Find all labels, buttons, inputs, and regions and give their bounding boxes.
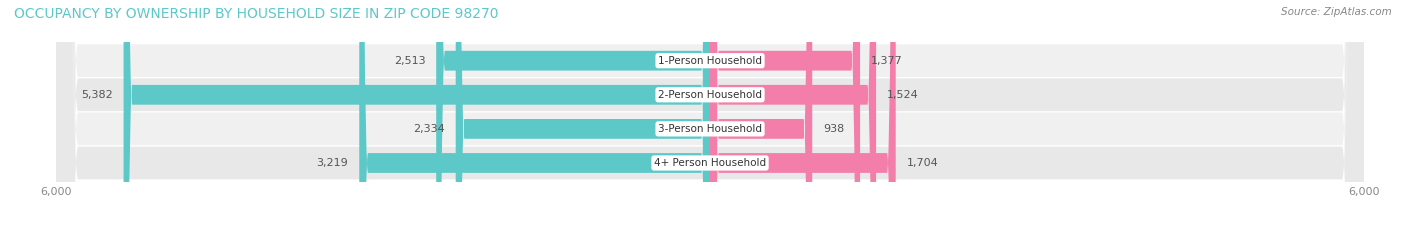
- FancyBboxPatch shape: [710, 0, 860, 233]
- FancyBboxPatch shape: [124, 0, 710, 233]
- Text: 3,219: 3,219: [316, 158, 349, 168]
- FancyBboxPatch shape: [710, 0, 876, 233]
- FancyBboxPatch shape: [56, 0, 1364, 233]
- Text: 3-Person Household: 3-Person Household: [658, 124, 762, 134]
- FancyBboxPatch shape: [56, 0, 1364, 233]
- Text: 2,513: 2,513: [394, 56, 425, 66]
- FancyBboxPatch shape: [710, 0, 896, 233]
- FancyBboxPatch shape: [56, 0, 1364, 233]
- Text: 4+ Person Household: 4+ Person Household: [654, 158, 766, 168]
- FancyBboxPatch shape: [436, 0, 710, 233]
- FancyBboxPatch shape: [710, 0, 813, 233]
- Text: 2,334: 2,334: [413, 124, 444, 134]
- FancyBboxPatch shape: [456, 0, 710, 233]
- Text: 1,377: 1,377: [870, 56, 903, 66]
- Text: 1,524: 1,524: [887, 90, 918, 100]
- FancyBboxPatch shape: [56, 0, 1364, 233]
- FancyBboxPatch shape: [360, 0, 710, 233]
- Legend: Owner-occupied, Renter-occupied: Owner-occupied, Renter-occupied: [591, 230, 830, 233]
- Text: 2-Person Household: 2-Person Household: [658, 90, 762, 100]
- Text: 1,704: 1,704: [907, 158, 938, 168]
- Text: 1-Person Household: 1-Person Household: [658, 56, 762, 66]
- Text: 5,382: 5,382: [82, 90, 112, 100]
- Text: OCCUPANCY BY OWNERSHIP BY HOUSEHOLD SIZE IN ZIP CODE 98270: OCCUPANCY BY OWNERSHIP BY HOUSEHOLD SIZE…: [14, 7, 499, 21]
- Text: 938: 938: [823, 124, 845, 134]
- Text: Source: ZipAtlas.com: Source: ZipAtlas.com: [1281, 7, 1392, 17]
